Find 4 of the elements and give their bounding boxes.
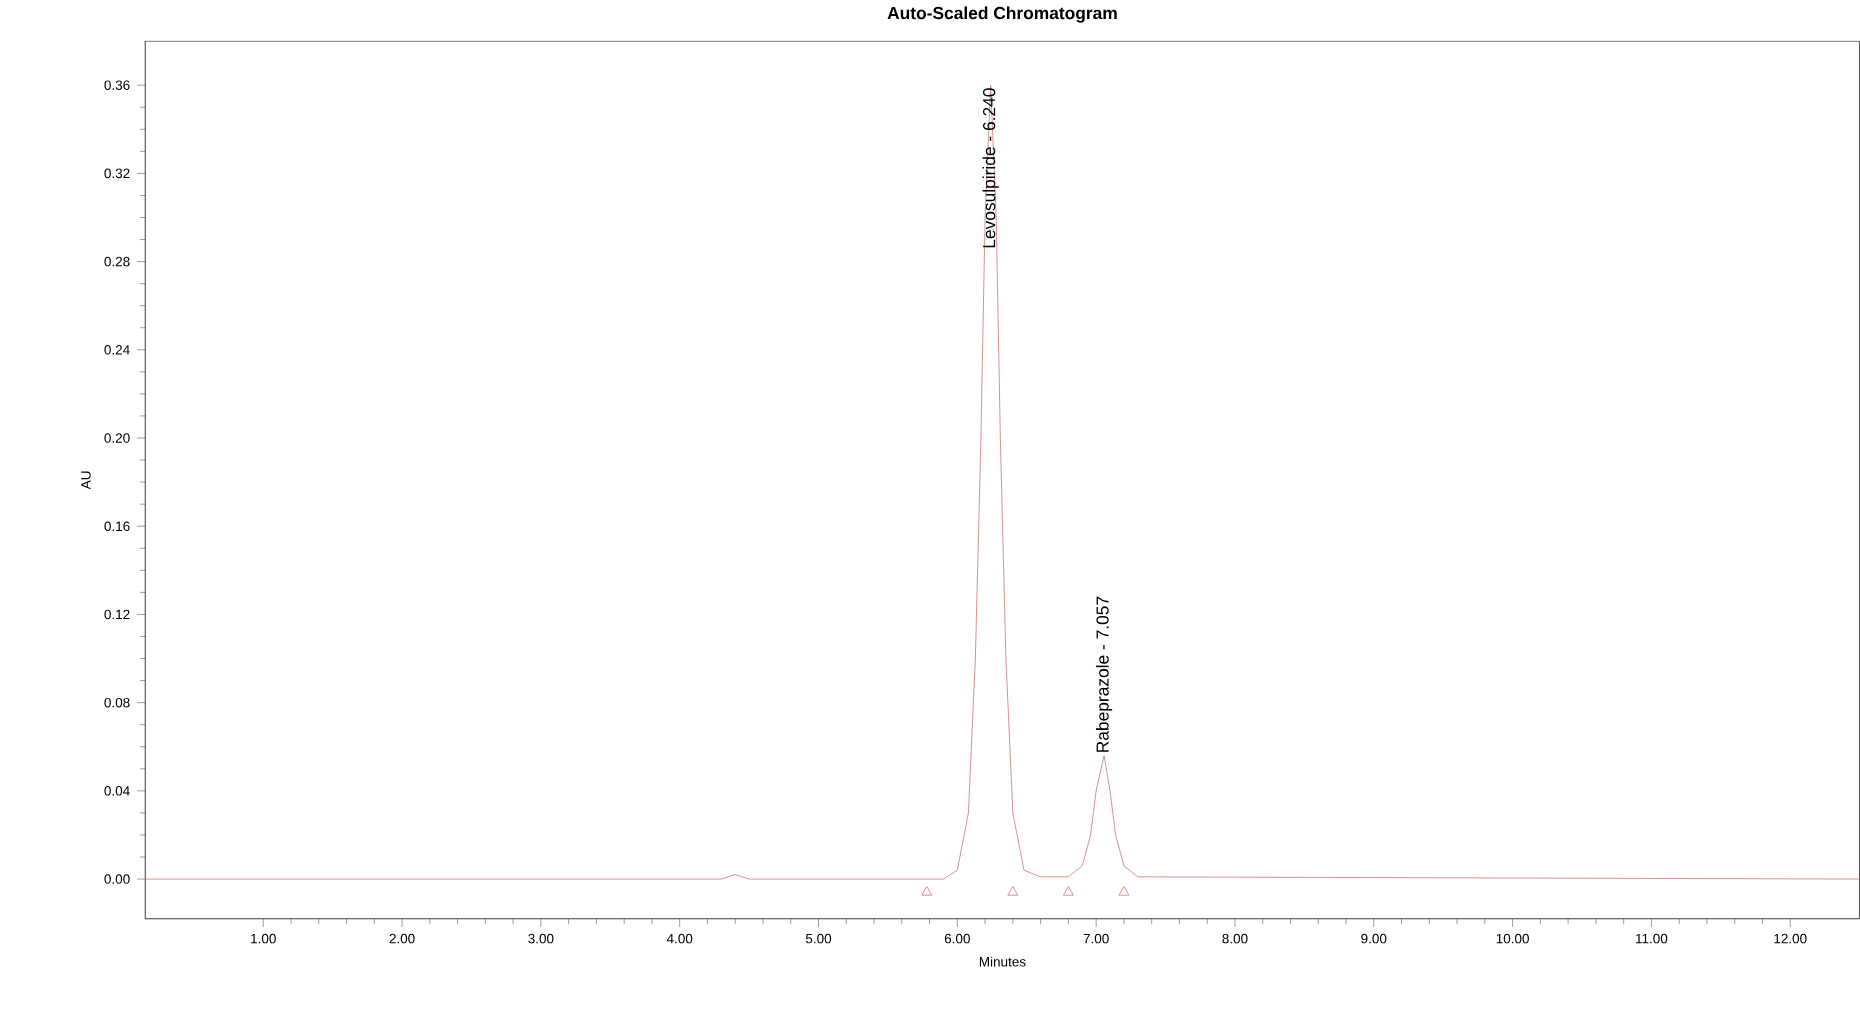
line-series	[144, 84, 1860, 880]
annotation: Rabeprazole - 7.057	[1095, 597, 1113, 753]
annotation: Levosulpiride - 6.240	[982, 88, 999, 248]
chart-title: Auto-Scaled Chromatogram	[887, 6, 1117, 23]
